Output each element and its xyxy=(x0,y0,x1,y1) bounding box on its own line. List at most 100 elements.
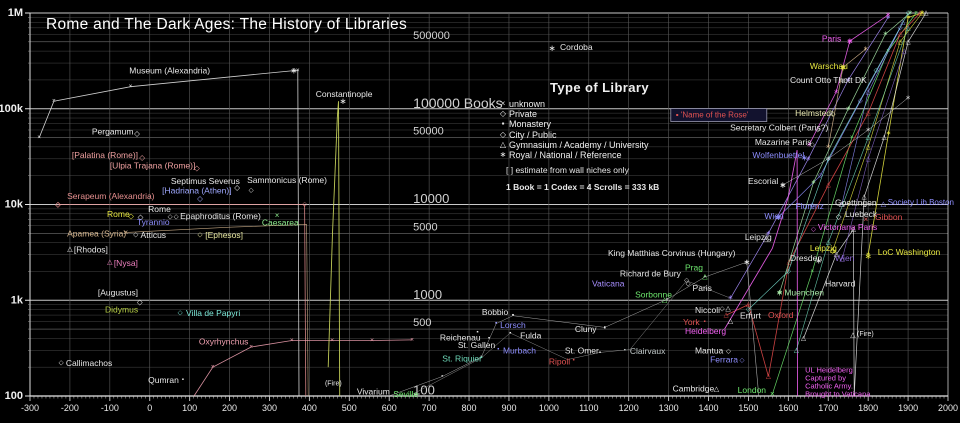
point-label: St. Riquier xyxy=(442,354,482,364)
vertex-marker-icon: ∗ xyxy=(883,31,888,38)
series-line-monastic-2 xyxy=(409,280,731,397)
point-marker-icon: △ xyxy=(840,255,846,262)
vertex-marker-icon: ∗ xyxy=(806,141,811,148)
point-label: Dresden xyxy=(790,253,822,263)
ul-heidelberg-note: UL Heidelberg Captured by Catholic Army. Br… xyxy=(805,365,871,398)
vertex-marker-icon: ◇ xyxy=(858,98,863,105)
series-line-goettingen xyxy=(841,22,904,205)
point-marker-icon: ∗ xyxy=(779,180,786,190)
vertex-marker-icon: ◇ xyxy=(906,10,911,17)
vertex-marker-icon: ∗ xyxy=(885,14,890,21)
point-marker-icon: ◇ xyxy=(178,309,183,316)
x-tick-label: 1500 xyxy=(738,403,758,413)
point-label: Oxyrhynchus xyxy=(199,337,249,347)
vertex-marker-icon: △ xyxy=(866,134,871,141)
vertex-marker-icon: △ xyxy=(920,10,925,17)
legend-entry-5: ∗ Royal / National / Reference xyxy=(497,150,702,160)
legend-entry-0: × unknown xyxy=(497,99,702,109)
series-line-harvard xyxy=(803,12,927,397)
vertex-marker-icon: × xyxy=(129,83,133,90)
point-label: Count Otto Thott DK xyxy=(790,75,867,85)
point-label: [Nysa] xyxy=(114,258,138,268)
vertex-marker-icon: △ xyxy=(906,24,911,31)
series-line-constantinople xyxy=(327,101,341,397)
x-tick-label: -300 xyxy=(21,403,39,413)
series-line-museum-alexandria xyxy=(38,70,300,397)
inline-scale-label: 10000 xyxy=(413,191,449,206)
point-marker-icon: ▪ xyxy=(604,325,606,331)
point-marker-icon: ◇ xyxy=(137,297,143,306)
point-label: Cordoba xyxy=(560,42,593,52)
x-tick-label: 1800 xyxy=(858,403,878,413)
point-label: Vivarium xyxy=(357,386,390,396)
x-tick-label: 1400 xyxy=(699,403,719,413)
point-label: Mantua xyxy=(695,345,724,355)
vertex-marker-icon: ∗ xyxy=(847,38,852,45)
vertex-marker-icon: × xyxy=(290,337,294,344)
point-marker-icon: × xyxy=(863,215,868,224)
vertex-marker-icon: △ xyxy=(826,181,831,188)
vertex-marker-icon: ◇ xyxy=(302,201,307,208)
point-marker-icon: ◇ xyxy=(815,126,820,133)
y-tick-label: 100k xyxy=(0,103,24,115)
x-tick-label: 1200 xyxy=(619,403,639,413)
series-line-teal-rise xyxy=(796,27,909,351)
point-marker-icon: ◇ xyxy=(138,213,144,222)
legend-marker-icon: △ xyxy=(499,139,507,149)
point-label: [Ephesos] xyxy=(205,230,243,240)
vertex-marker-icon: △ xyxy=(830,247,835,254)
vertex-marker-icon: △ xyxy=(882,134,887,141)
x-tick-label: -100 xyxy=(101,403,119,413)
x-tick-label: 1300 xyxy=(659,403,679,413)
vertex-marker-icon: △ xyxy=(851,226,856,233)
point-label: Wien xyxy=(835,253,855,263)
x-tick-label: 2000 xyxy=(938,403,958,413)
vertex-marker-icon: ∗ xyxy=(886,130,891,137)
point-label: Secretary Colbert (Paris?) xyxy=(730,122,828,132)
legend-note-niches: [ ] estimate from wall niches only xyxy=(506,165,629,176)
vertex-marker-icon: ∗ xyxy=(766,230,771,237)
point-label: Constantinople xyxy=(316,89,373,99)
vertex-marker-icon: ∗ xyxy=(907,10,912,17)
point-label: Luebeck xyxy=(845,209,878,219)
point-marker-icon: ◇ xyxy=(134,129,140,138)
vertex-marker-icon: △ xyxy=(801,335,806,342)
point-marker-icon: ◇ xyxy=(841,77,846,84)
inline-scale-label: 100000 Books xyxy=(413,95,503,111)
vertex-marker-icon: × xyxy=(296,67,300,74)
legend-marker-icon: × xyxy=(500,99,506,109)
vertex-marker-icon: ∗ xyxy=(905,14,910,21)
series-line-warschau-zaluski xyxy=(827,48,867,147)
point-label: King Matthias Corvinus (Hungary) xyxy=(608,248,736,258)
vertex-marker-icon: ▪ xyxy=(604,324,606,331)
inline-scale-label: 100 xyxy=(413,383,435,398)
point-marker-icon: △ xyxy=(702,273,708,280)
vertex-marker-icon: ∗ xyxy=(840,64,845,71)
point-marker-icon: △ xyxy=(725,306,731,313)
point-marker-icon: ▪ xyxy=(495,321,497,327)
point-label: Lorsch xyxy=(500,320,526,330)
vertex-marker-icon: ∗ xyxy=(826,155,831,162)
series-line-rome-fall xyxy=(125,224,309,397)
legend-entry-2: ▪ Monastery xyxy=(497,119,702,129)
legend-panel: Type of Library × unknown ◇ Private ▪ Monaste… xyxy=(497,80,702,192)
vertex-marker-icon: ∗ xyxy=(826,143,831,150)
point-marker-icon: ◇ xyxy=(726,348,731,355)
name-of-the-rose-box xyxy=(670,108,768,122)
point-marker-icon: ∗ xyxy=(839,62,846,72)
inline-scale-label: 5000 xyxy=(413,221,437,233)
point-marker-icon: △ xyxy=(107,259,113,266)
point-marker-icon: ∗ xyxy=(290,66,297,76)
point-label: [Augustus] xyxy=(98,288,138,298)
vertex-marker-icon: × xyxy=(914,10,918,17)
point-label: Muenchen xyxy=(784,288,824,298)
y-tick-label: 100 xyxy=(5,390,23,402)
point-label: Ferrara xyxy=(710,355,738,365)
vertex-marker-icon: △ xyxy=(866,110,871,117)
point-label: Atticus xyxy=(141,230,167,240)
vertex-marker-icon: △ xyxy=(902,48,907,55)
point-marker-icon: ∗ xyxy=(339,96,346,106)
inline-scale-label: 50000 xyxy=(413,126,444,138)
